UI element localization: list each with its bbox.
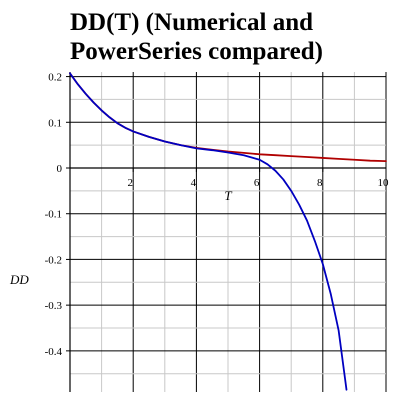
x-axis-label: T: [224, 188, 232, 203]
x-tick-label-4: 4: [191, 177, 197, 189]
tick-labels: 2 4 6 8 10 0.2 0.1 0 -0.1 -0.2 -0.3 -0.4: [45, 72, 389, 358]
y-tick-label-6: -0.4: [45, 346, 63, 358]
x-tick-label-2: 2: [127, 177, 133, 189]
axes: [66, 72, 387, 392]
y-tick-label-1: 0.1: [48, 117, 62, 129]
x-tick-label-10: 10: [378, 177, 390, 189]
chart-title: DD(T) (Numerical and PowerSeries compare…: [70, 8, 390, 66]
y-tick-label-4: -0.2: [45, 254, 62, 266]
grid: [70, 72, 387, 392]
x-tick-label-8: 8: [317, 177, 323, 189]
chart-title-line-1: DD(T) (Numerical and: [70, 9, 314, 36]
series-group: [69, 72, 387, 391]
x-tick-label-6: 6: [254, 177, 260, 189]
y-axis-label: DD: [9, 272, 29, 287]
y-tick-label-0: 0.2: [48, 72, 62, 84]
y-tick-label-5: -0.3: [45, 300, 63, 312]
chart-title-line-2: PowerSeries compared): [70, 38, 323, 65]
y-tick-label-2: 0: [57, 163, 63, 175]
series-line-1: [69, 72, 348, 391]
y-tick-label-3: -0.1: [45, 209, 62, 221]
